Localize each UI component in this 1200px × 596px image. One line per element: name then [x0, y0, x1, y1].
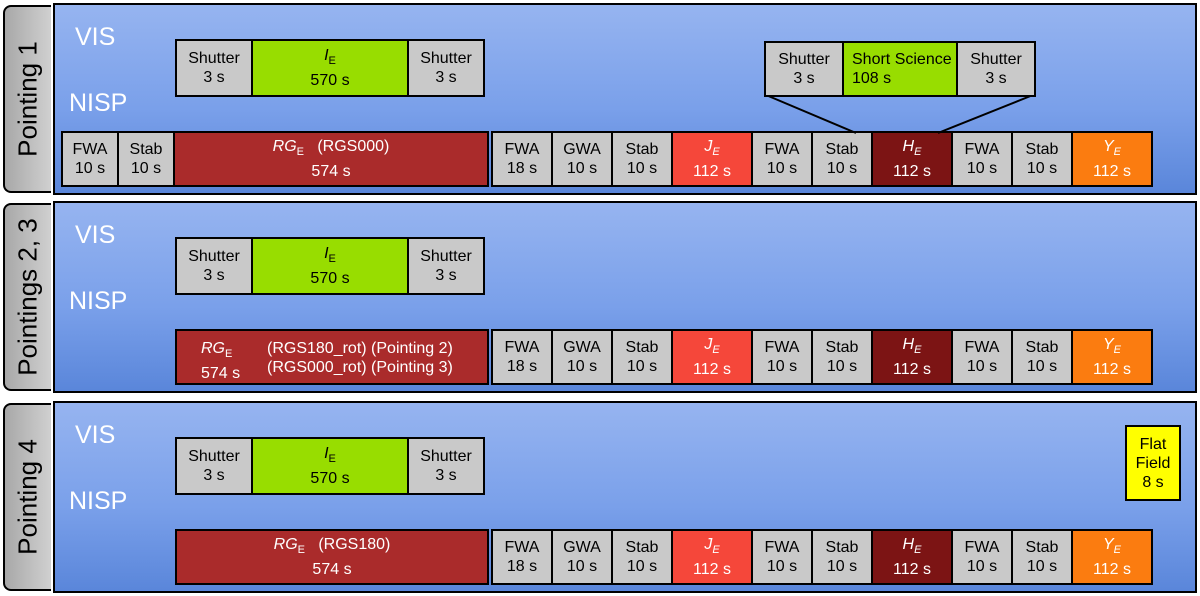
block-je-exposure: JE 112 s	[671, 329, 753, 385]
tab-label: Pointing 4	[12, 439, 43, 555]
flat-field-block: Flat Field 8 s	[1125, 425, 1181, 501]
vis-shutter-close: Shutter 3 s	[407, 39, 485, 97]
short-science-shutter-close: Shutter 3 s	[956, 41, 1036, 97]
vis-shutter-open: Shutter 3 s	[175, 437, 253, 495]
zoom-lines	[765, 94, 1034, 134]
tab-label: Pointing 1	[12, 41, 43, 157]
block-ye-exposure: YE 112 s	[1071, 131, 1153, 187]
tab-pointing-4: Pointing 4	[3, 403, 51, 591]
vis-ie-exposure: IE 570 s	[251, 39, 409, 97]
vis-shutter-open: Shutter 3 s	[175, 39, 253, 97]
panel-pointing-1: VIS NISP Shutter 3 s IE 570 s Shutter 3 s …	[53, 3, 1197, 195]
vis-shutter-close: Shutter 3 s	[407, 437, 485, 495]
block-fwa: FWA 18 s	[491, 529, 553, 585]
tab-pointing-1: Pointing 1	[3, 5, 51, 193]
panel-pointing-4: VIS NISP Shutter 3 s IE 570 s Shutter 3 s …	[53, 401, 1197, 593]
block-he-exposure: HE 112 s	[871, 529, 953, 585]
block-fwa: FWA 18 s	[491, 329, 553, 385]
nisp-rg-exposure: RGE (RGS180) 574 s	[175, 529, 489, 585]
nisp-rg-exposure: RGE 574 s (RGS180_rot) (Pointing 2) (RGS…	[175, 329, 489, 385]
block-gwa: GWA 10 s	[551, 529, 613, 585]
nisp-label: NISP	[69, 487, 128, 515]
vis-ie-exposure: IE 570 s	[251, 437, 409, 495]
short-science-shutter-open: Shutter 3 s	[764, 41, 844, 97]
block-he-exposure: HE 112 s	[871, 329, 953, 385]
block-stab: Stab 10 s	[811, 131, 873, 187]
block-je-exposure: JE 112 s	[671, 529, 753, 585]
block-gwa: GWA 10 s	[551, 329, 613, 385]
block-ye-exposure: YE 112 s	[1071, 329, 1153, 385]
block-he-exposure: HE 112 s	[871, 131, 953, 187]
block-stab: Stab 10 s	[1011, 329, 1073, 385]
block-fwa: FWA 10 s	[751, 131, 813, 187]
nisp-pre-fwa: FWA 10 s	[61, 131, 119, 187]
vis-shutter-open: Shutter 3 s	[175, 237, 253, 295]
block-fwa: FWA 10 s	[751, 329, 813, 385]
block-fwa: FWA 18 s	[491, 131, 553, 187]
short-science-block: Short Science 108 s	[842, 41, 958, 97]
block-stab: Stab 10 s	[611, 329, 673, 385]
tab-label: Pointings 2, 3	[12, 218, 43, 376]
block-ye-exposure: YE 112 s	[1071, 529, 1153, 585]
tab-pointings-2-3: Pointings 2, 3	[3, 203, 51, 391]
block-stab: Stab 10 s	[1011, 529, 1073, 585]
block-stab: Stab 10 s	[611, 131, 673, 187]
vis-label: VIS	[75, 221, 116, 249]
vis-label: VIS	[75, 421, 116, 449]
nisp-label: NISP	[69, 89, 128, 117]
block-fwa: FWA 10 s	[951, 329, 1013, 385]
block-stab: Stab 10 s	[811, 329, 873, 385]
nisp-label: NISP	[69, 287, 128, 315]
panel-pointings-2-3: VIS NISP Shutter 3 s IE 570 s Shutter 3 s …	[53, 201, 1197, 393]
nisp-rg-exposure: RGE (RGS000) 574 s	[173, 131, 489, 187]
block-stab: Stab 10 s	[611, 529, 673, 585]
vis-label: VIS	[75, 23, 116, 51]
vis-ie-exposure: IE 570 s	[251, 237, 409, 295]
block-fwa: FWA 10 s	[951, 529, 1013, 585]
block-je-exposure: JE 112 s	[671, 131, 753, 187]
block-fwa: FWA 10 s	[751, 529, 813, 585]
nisp-pre-stab: Stab 10 s	[117, 131, 175, 187]
block-stab: Stab 10 s	[811, 529, 873, 585]
vis-shutter-close: Shutter 3 s	[407, 237, 485, 295]
